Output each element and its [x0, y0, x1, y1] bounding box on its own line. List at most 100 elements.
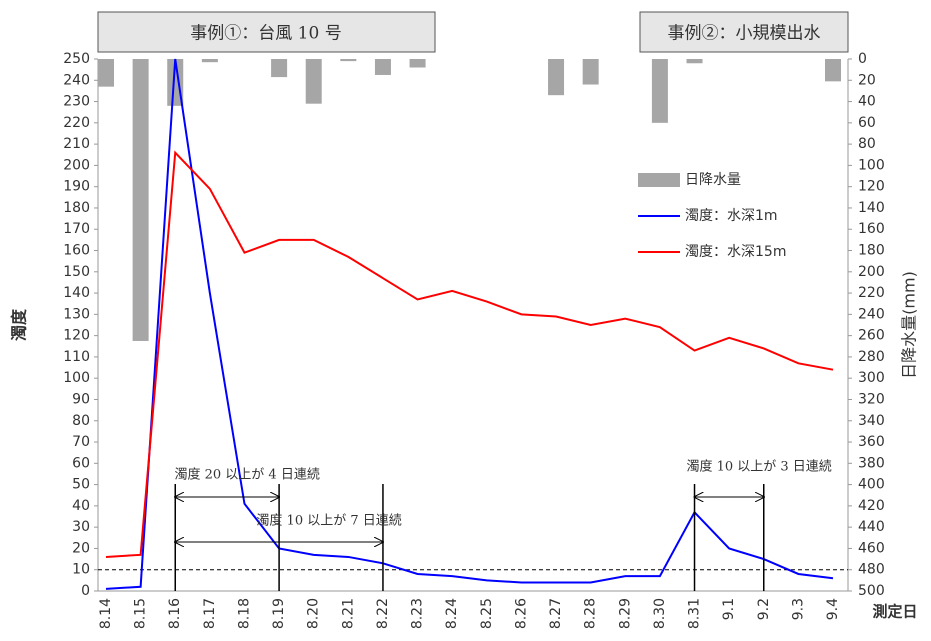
- y-tick-label: 80: [72, 413, 90, 429]
- y2-tick-label: 360: [858, 434, 885, 450]
- y2-tick-label: 340: [858, 413, 885, 429]
- x-tick-label: 8.22: [375, 598, 391, 629]
- legend-label: 日降水量: [685, 172, 741, 188]
- bar: [582, 59, 599, 85]
- bar: [409, 59, 426, 68]
- y2-tick-label: 460: [858, 540, 885, 556]
- y2-tick-label: 280: [858, 349, 885, 365]
- y2-tick-label: 40: [858, 94, 876, 110]
- x-tick-label: 8.30: [652, 598, 668, 629]
- bar: [201, 59, 218, 63]
- y-tick-label: 230: [63, 94, 90, 110]
- bar: [167, 59, 184, 106]
- x-axis-label: 測定日: [872, 603, 917, 621]
- y2-tick-label: 300: [858, 370, 885, 386]
- y-tick-label: 240: [63, 72, 90, 88]
- x-tick-label: 8.29: [617, 598, 633, 629]
- x-tick-label: 8.21: [340, 598, 356, 629]
- annotation: 濁度 10 以上が 3 日連続: [686, 459, 831, 475]
- x-tick-label: 8.28: [583, 598, 599, 629]
- y-tick-label: 150: [63, 264, 90, 280]
- bar: [374, 59, 391, 75]
- y2-tick-label: 80: [858, 136, 876, 152]
- annotation: 濁度 10 以上が 7 日連続: [256, 513, 401, 529]
- y-axis-label: 濁度: [10, 308, 29, 341]
- x-tick-label: 8.26: [513, 598, 529, 629]
- y-tick-label: 110: [63, 349, 90, 365]
- y-tick-label: 210: [63, 136, 90, 152]
- y-tick-label: 0: [81, 583, 90, 599]
- header-box: [97, 11, 436, 53]
- y2-axis-label: 日降水量(mm): [900, 271, 919, 379]
- y2-tick-label: 200: [858, 264, 885, 280]
- x-tick-label: 8.24: [444, 598, 460, 629]
- y2-tick-label: 380: [858, 455, 885, 471]
- y2-tick-label: 240: [858, 306, 885, 322]
- x-tick-label: 9.3: [790, 598, 806, 620]
- legend-label: 濁度：水深15m: [685, 244, 786, 260]
- y2-tick-label: 20: [858, 72, 876, 88]
- y-tick-label: 20: [72, 540, 90, 556]
- header: 事例②：小規模出水: [668, 24, 821, 44]
- x-tick-label: 8.20: [306, 598, 322, 629]
- x-tick-label: 8.17: [202, 598, 218, 629]
- header-box: [639, 11, 849, 53]
- annotation: 濁度 20 以上が 4 日連続: [174, 467, 319, 483]
- y-tick-label: 130: [63, 306, 90, 322]
- y-tick-label: 10: [72, 562, 90, 578]
- x-tick-label: 8.23: [410, 598, 426, 629]
- y2-tick-label: 260: [858, 328, 885, 344]
- x-tick-label: 9.4: [825, 598, 841, 620]
- x-tick-label: 8.19: [271, 598, 287, 629]
- bar: [305, 59, 322, 104]
- y-tick-label: 200: [63, 157, 90, 173]
- bar: [548, 59, 565, 96]
- line: [105, 150, 834, 558]
- x-tick-label: 9.1: [721, 598, 737, 620]
- y-tick-label: 190: [63, 179, 90, 195]
- y2-tick-label: 220: [858, 285, 885, 301]
- y2-tick-label: 400: [858, 477, 885, 493]
- bar: [271, 59, 288, 78]
- bar: [651, 59, 668, 123]
- y-tick-label: 170: [63, 221, 90, 237]
- x-tick-label: 8.27: [548, 598, 564, 629]
- y-tick-label: 90: [72, 391, 90, 407]
- header: 事例①：台風 10 号: [190, 24, 341, 44]
- y-tick-label: 60: [72, 455, 90, 471]
- y-tick-label: 70: [72, 434, 90, 450]
- y-tick-label: 30: [72, 519, 90, 535]
- y2-tick-label: 320: [858, 391, 885, 407]
- bar: [132, 59, 149, 341]
- y2-tick-label: 420: [858, 498, 885, 514]
- y2-tick-label: 160: [858, 221, 885, 237]
- x-tick-label: 8.31: [687, 598, 703, 629]
- x-tick-label: 9.2: [756, 598, 772, 620]
- line: [105, 58, 834, 590]
- y-tick-label: 220: [63, 115, 90, 131]
- bar: [825, 59, 841, 82]
- legend-label: 濁度：水深1m: [685, 208, 778, 224]
- y-tick-label: 250: [63, 51, 90, 67]
- x-tick-label: 8.15: [133, 598, 149, 629]
- y-tick-label: 120: [63, 328, 90, 344]
- y-tick-label: 40: [72, 498, 90, 514]
- y2-tick-label: 480: [858, 562, 885, 578]
- x-tick-label: 8.25: [479, 598, 495, 629]
- x-tick-label: 8.16: [167, 598, 183, 629]
- x-tick-label: 8.18: [236, 598, 252, 629]
- y2-tick-label: 60: [858, 115, 876, 131]
- bar: [340, 59, 357, 62]
- bar: [686, 59, 703, 64]
- y2-tick-label: 0: [858, 51, 867, 67]
- legend-swatch: [638, 173, 680, 187]
- y-tick-label: 180: [63, 200, 90, 216]
- bar: [98, 59, 114, 87]
- x-tick-label: 8.14: [98, 598, 114, 629]
- y-tick-label: 100: [63, 370, 90, 386]
- y2-tick-label: 440: [858, 519, 885, 535]
- y-tick-label: 50: [72, 477, 90, 493]
- y-tick-label: 140: [63, 285, 90, 301]
- y2-tick-label: 120: [858, 179, 885, 195]
